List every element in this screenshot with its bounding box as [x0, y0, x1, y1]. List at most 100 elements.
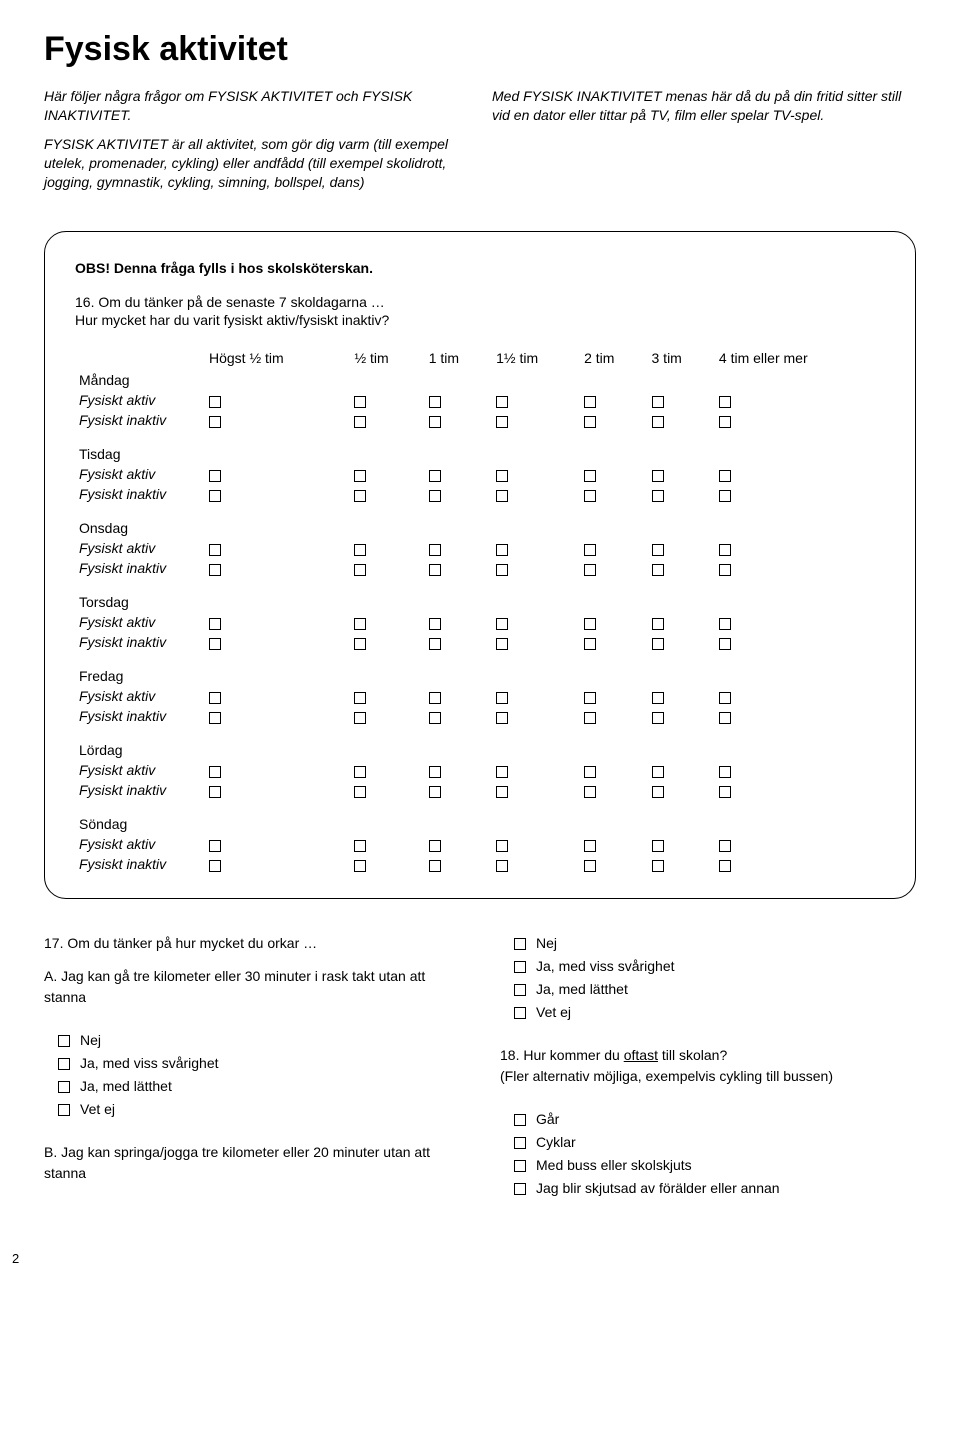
checkbox[interactable]	[652, 544, 664, 556]
checkbox[interactable]	[209, 692, 221, 704]
checkbox[interactable]	[429, 470, 441, 482]
checkbox[interactable]	[354, 766, 366, 778]
checkbox[interactable]	[584, 564, 596, 576]
checkbox[interactable]	[496, 490, 508, 502]
checkbox[interactable]	[496, 396, 508, 408]
checkbox[interactable]	[584, 840, 596, 852]
checkbox[interactable]	[429, 712, 441, 724]
checkbox[interactable]	[719, 618, 731, 630]
checkbox[interactable]	[429, 860, 441, 872]
checkbox[interactable]	[652, 564, 664, 576]
checkbox[interactable]	[584, 638, 596, 650]
checkbox[interactable]	[496, 416, 508, 428]
checkbox[interactable]	[584, 712, 596, 724]
checkbox[interactable]	[209, 544, 221, 556]
checkbox[interactable]	[496, 618, 508, 630]
checkbox[interactable]	[514, 1183, 526, 1195]
checkbox[interactable]	[496, 692, 508, 704]
checkbox[interactable]	[584, 860, 596, 872]
checkbox[interactable]	[58, 1081, 70, 1093]
checkbox[interactable]	[209, 860, 221, 872]
checkbox[interactable]	[719, 470, 731, 482]
checkbox[interactable]	[496, 840, 508, 852]
checkbox[interactable]	[719, 396, 731, 408]
checkbox[interactable]	[354, 860, 366, 872]
checkbox[interactable]	[652, 766, 664, 778]
checkbox[interactable]	[514, 984, 526, 996]
checkbox[interactable]	[719, 544, 731, 556]
checkbox[interactable]	[496, 712, 508, 724]
checkbox[interactable]	[58, 1104, 70, 1116]
checkbox[interactable]	[652, 490, 664, 502]
checkbox[interactable]	[719, 766, 731, 778]
checkbox[interactable]	[354, 396, 366, 408]
checkbox[interactable]	[354, 786, 366, 798]
checkbox[interactable]	[652, 692, 664, 704]
checkbox[interactable]	[354, 618, 366, 630]
checkbox[interactable]	[354, 544, 366, 556]
checkbox[interactable]	[429, 490, 441, 502]
checkbox[interactable]	[209, 490, 221, 502]
checkbox[interactable]	[719, 786, 731, 798]
checkbox[interactable]	[652, 786, 664, 798]
checkbox[interactable]	[496, 564, 508, 576]
checkbox[interactable]	[514, 1137, 526, 1149]
checkbox[interactable]	[354, 840, 366, 852]
checkbox[interactable]	[429, 416, 441, 428]
checkbox[interactable]	[429, 638, 441, 650]
checkbox[interactable]	[719, 638, 731, 650]
checkbox[interactable]	[584, 396, 596, 408]
checkbox[interactable]	[209, 840, 221, 852]
checkbox[interactable]	[429, 618, 441, 630]
checkbox[interactable]	[652, 638, 664, 650]
checkbox[interactable]	[514, 1160, 526, 1172]
checkbox[interactable]	[719, 840, 731, 852]
checkbox[interactable]	[652, 470, 664, 482]
checkbox[interactable]	[496, 470, 508, 482]
checkbox[interactable]	[652, 840, 664, 852]
checkbox[interactable]	[429, 840, 441, 852]
checkbox[interactable]	[209, 638, 221, 650]
checkbox[interactable]	[584, 470, 596, 482]
checkbox[interactable]	[496, 766, 508, 778]
checkbox[interactable]	[584, 490, 596, 502]
checkbox[interactable]	[496, 638, 508, 650]
checkbox[interactable]	[652, 416, 664, 428]
checkbox[interactable]	[354, 490, 366, 502]
checkbox[interactable]	[209, 786, 221, 798]
checkbox[interactable]	[584, 618, 596, 630]
checkbox[interactable]	[354, 416, 366, 428]
checkbox[interactable]	[584, 766, 596, 778]
checkbox[interactable]	[58, 1035, 70, 1047]
checkbox[interactable]	[496, 860, 508, 872]
checkbox[interactable]	[429, 766, 441, 778]
checkbox[interactable]	[496, 544, 508, 556]
checkbox[interactable]	[209, 712, 221, 724]
checkbox[interactable]	[652, 396, 664, 408]
checkbox[interactable]	[719, 860, 731, 872]
checkbox[interactable]	[429, 396, 441, 408]
checkbox[interactable]	[429, 544, 441, 556]
checkbox[interactable]	[496, 786, 508, 798]
checkbox[interactable]	[514, 1114, 526, 1126]
checkbox[interactable]	[652, 712, 664, 724]
checkbox[interactable]	[209, 618, 221, 630]
checkbox[interactable]	[58, 1058, 70, 1070]
checkbox[interactable]	[429, 692, 441, 704]
checkbox[interactable]	[584, 786, 596, 798]
checkbox[interactable]	[584, 692, 596, 704]
checkbox[interactable]	[652, 618, 664, 630]
checkbox[interactable]	[719, 712, 731, 724]
checkbox[interactable]	[584, 416, 596, 428]
checkbox[interactable]	[354, 712, 366, 724]
checkbox[interactable]	[429, 786, 441, 798]
checkbox[interactable]	[354, 692, 366, 704]
checkbox[interactable]	[429, 564, 441, 576]
checkbox[interactable]	[209, 564, 221, 576]
checkbox[interactable]	[719, 416, 731, 428]
checkbox[interactable]	[719, 490, 731, 502]
checkbox[interactable]	[209, 396, 221, 408]
checkbox[interactable]	[209, 470, 221, 482]
checkbox[interactable]	[719, 564, 731, 576]
checkbox[interactable]	[584, 544, 596, 556]
